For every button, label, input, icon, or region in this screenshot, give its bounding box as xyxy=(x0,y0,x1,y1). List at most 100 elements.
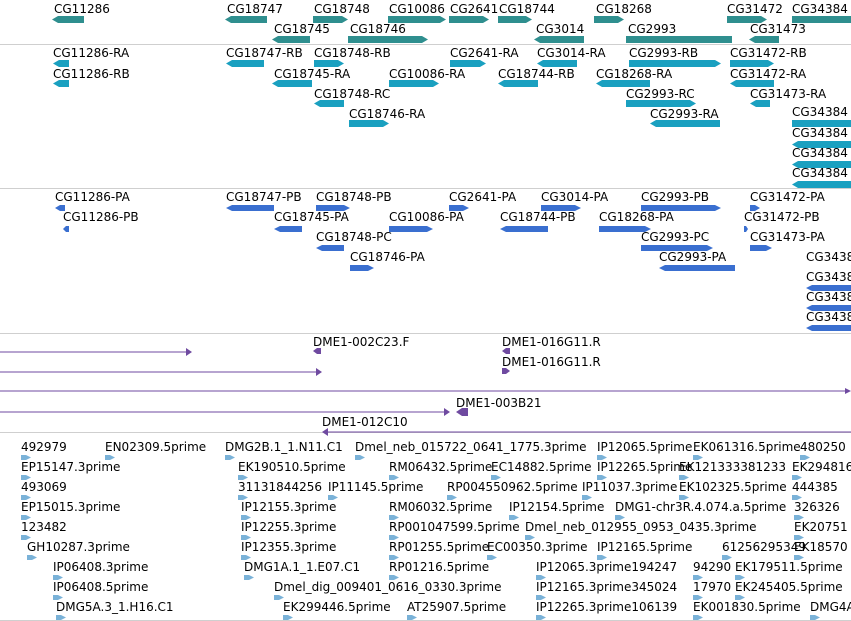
est-label[interactable]: EK245405.5prime xyxy=(735,580,843,594)
protein-label[interactable]: CG18746-PA xyxy=(350,250,425,264)
protein-glyph[interactable] xyxy=(750,205,760,211)
est-label[interactable]: 492979 xyxy=(21,440,67,454)
est-glyph[interactable] xyxy=(389,535,399,540)
clone-label[interactable]: DME1-002C23.F xyxy=(313,335,410,349)
gene-label[interactable]: CG18748 xyxy=(314,2,370,16)
protein-glyph[interactable] xyxy=(659,265,735,271)
est-glyph[interactable] xyxy=(389,475,399,480)
protein-label[interactable]: CG31472-PB xyxy=(744,210,820,224)
est-label[interactable]: EK001830.5prime xyxy=(693,600,801,614)
protein-glyph[interactable] xyxy=(449,205,469,211)
est-label[interactable]: Dmel_dig_009401_0616_0330.3prime xyxy=(274,580,502,594)
transcript-glyph[interactable] xyxy=(314,60,344,67)
transcript-glyph[interactable] xyxy=(730,60,774,67)
gene-glyph[interactable] xyxy=(348,36,428,43)
protein-glyph[interactable] xyxy=(806,325,851,331)
protein-label[interactable]: CG11286-PB xyxy=(63,210,139,224)
protein-label[interactable]: CG2641-PA xyxy=(449,190,517,204)
est-label[interactable]: EP15015.3prime xyxy=(21,500,121,514)
est-glyph[interactable] xyxy=(407,615,417,620)
transcript-glyph[interactable] xyxy=(596,80,650,87)
transcript-glyph[interactable] xyxy=(53,80,69,87)
protein-glyph[interactable] xyxy=(541,205,581,211)
est-glyph[interactable] xyxy=(53,595,63,600)
est-label[interactable]: DMG5A.3_1.H16.C1 xyxy=(56,600,174,614)
transcript-glyph[interactable] xyxy=(792,120,851,127)
transcript-glyph[interactable] xyxy=(389,80,439,87)
est-label[interactable]: IP12065.3prime194247 xyxy=(536,560,678,574)
transcript-glyph[interactable] xyxy=(450,60,486,67)
gene-label[interactable]: CG18744 xyxy=(499,2,555,16)
est-label[interactable]: RM06032.5prime xyxy=(389,500,493,514)
est-label[interactable]: EK294816 xyxy=(792,460,851,474)
transcript-label[interactable]: CG11286-RA xyxy=(53,46,130,60)
est-glyph[interactable] xyxy=(597,455,607,460)
est-glyph[interactable] xyxy=(225,455,235,460)
protein-label[interactable]: CG3438 xyxy=(806,270,851,284)
est-glyph[interactable] xyxy=(536,595,546,600)
est-glyph[interactable] xyxy=(389,555,399,560)
gene-label[interactable]: CG10086 xyxy=(389,2,445,16)
gene-glyph[interactable] xyxy=(272,36,310,43)
transcript-glyph[interactable] xyxy=(53,60,69,67)
est-glyph[interactable] xyxy=(792,495,802,500)
est-glyph[interactable] xyxy=(389,575,399,580)
est-glyph[interactable] xyxy=(693,575,703,580)
protein-label[interactable]: CG2993-PA xyxy=(659,250,727,264)
est-label[interactable]: EK061316.5prime xyxy=(693,440,801,454)
transcript-label[interactable]: CG2641-RA xyxy=(450,46,519,60)
protein-label[interactable]: CG2993-PC xyxy=(641,230,710,244)
protein-glyph[interactable] xyxy=(55,205,65,211)
transcript-label[interactable]: CG31472-RB xyxy=(730,46,807,60)
gene-glyph[interactable] xyxy=(792,16,851,23)
est-label[interactable]: RP001047599.5prime xyxy=(389,520,520,534)
protein-glyph[interactable] xyxy=(316,245,344,251)
est-glyph[interactable] xyxy=(21,455,31,460)
est-label[interactable]: DMG1A.1_1.E07.C1 xyxy=(244,560,361,574)
est-label[interactable]: RP01216.5prime xyxy=(389,560,490,574)
gene-label[interactable]: CG31473 xyxy=(750,22,806,36)
gene-glyph[interactable] xyxy=(749,36,779,43)
protein-label[interactable]: CG31472-PA xyxy=(750,190,825,204)
clone-glyph[interactable] xyxy=(0,408,450,416)
est-glyph[interactable] xyxy=(509,515,519,520)
est-glyph[interactable] xyxy=(487,555,497,560)
est-label[interactable]: 123482 xyxy=(21,520,67,534)
protein-label[interactable]: CG18748-PC xyxy=(316,230,392,244)
protein-label[interactable]: CG18744-PB xyxy=(500,210,576,224)
gene-label[interactable]: CG18746 xyxy=(350,22,406,36)
est-label[interactable]: IP12165.5prime xyxy=(597,540,693,554)
est-glyph[interactable] xyxy=(679,495,689,500)
est-label[interactable]: Dmel_neb_012955_0953_0435.3prime xyxy=(525,520,757,534)
est-glyph[interactable] xyxy=(582,495,592,500)
protein-glyph[interactable] xyxy=(500,226,548,232)
est-glyph[interactable] xyxy=(597,475,607,480)
gene-label[interactable]: CG3014 xyxy=(536,22,585,36)
est-label[interactable]: 94290 xyxy=(693,560,732,574)
protein-glyph[interactable] xyxy=(389,226,433,232)
est-label[interactable]: EK179511.5prime xyxy=(735,560,843,574)
transcript-glyph[interactable] xyxy=(792,181,851,188)
est-glyph[interactable] xyxy=(794,515,804,520)
protein-label[interactable]: CG3438 xyxy=(806,250,851,264)
est-glyph[interactable] xyxy=(283,615,293,620)
protein-glyph[interactable] xyxy=(806,305,851,311)
clone-label[interactable]: DME1-012C10 xyxy=(322,415,408,429)
protein-glyph[interactable] xyxy=(641,245,713,251)
transcript-glyph[interactable] xyxy=(792,141,851,148)
clone-label[interactable]: DME1-016G11.R xyxy=(502,335,601,349)
protein-label[interactable]: CG11286-PA xyxy=(55,190,130,204)
est-glyph[interactable] xyxy=(355,455,365,460)
protein-glyph[interactable] xyxy=(750,245,772,251)
est-glyph[interactable] xyxy=(792,475,802,480)
transcript-label[interactable]: CG2993-RB xyxy=(629,46,699,60)
est-label[interactable]: IP12265.5prime xyxy=(597,460,693,474)
est-glyph[interactable] xyxy=(21,475,31,480)
est-glyph[interactable] xyxy=(21,535,31,540)
transcript-glyph[interactable] xyxy=(730,80,774,87)
est-label[interactable]: 61256295349 xyxy=(722,540,806,554)
est-glyph[interactable] xyxy=(241,535,251,540)
gene-label[interactable]: CG34384 xyxy=(792,126,848,140)
gene-glyph[interactable] xyxy=(449,16,489,23)
transcript-label[interactable]: CG18744-RB xyxy=(498,67,575,81)
